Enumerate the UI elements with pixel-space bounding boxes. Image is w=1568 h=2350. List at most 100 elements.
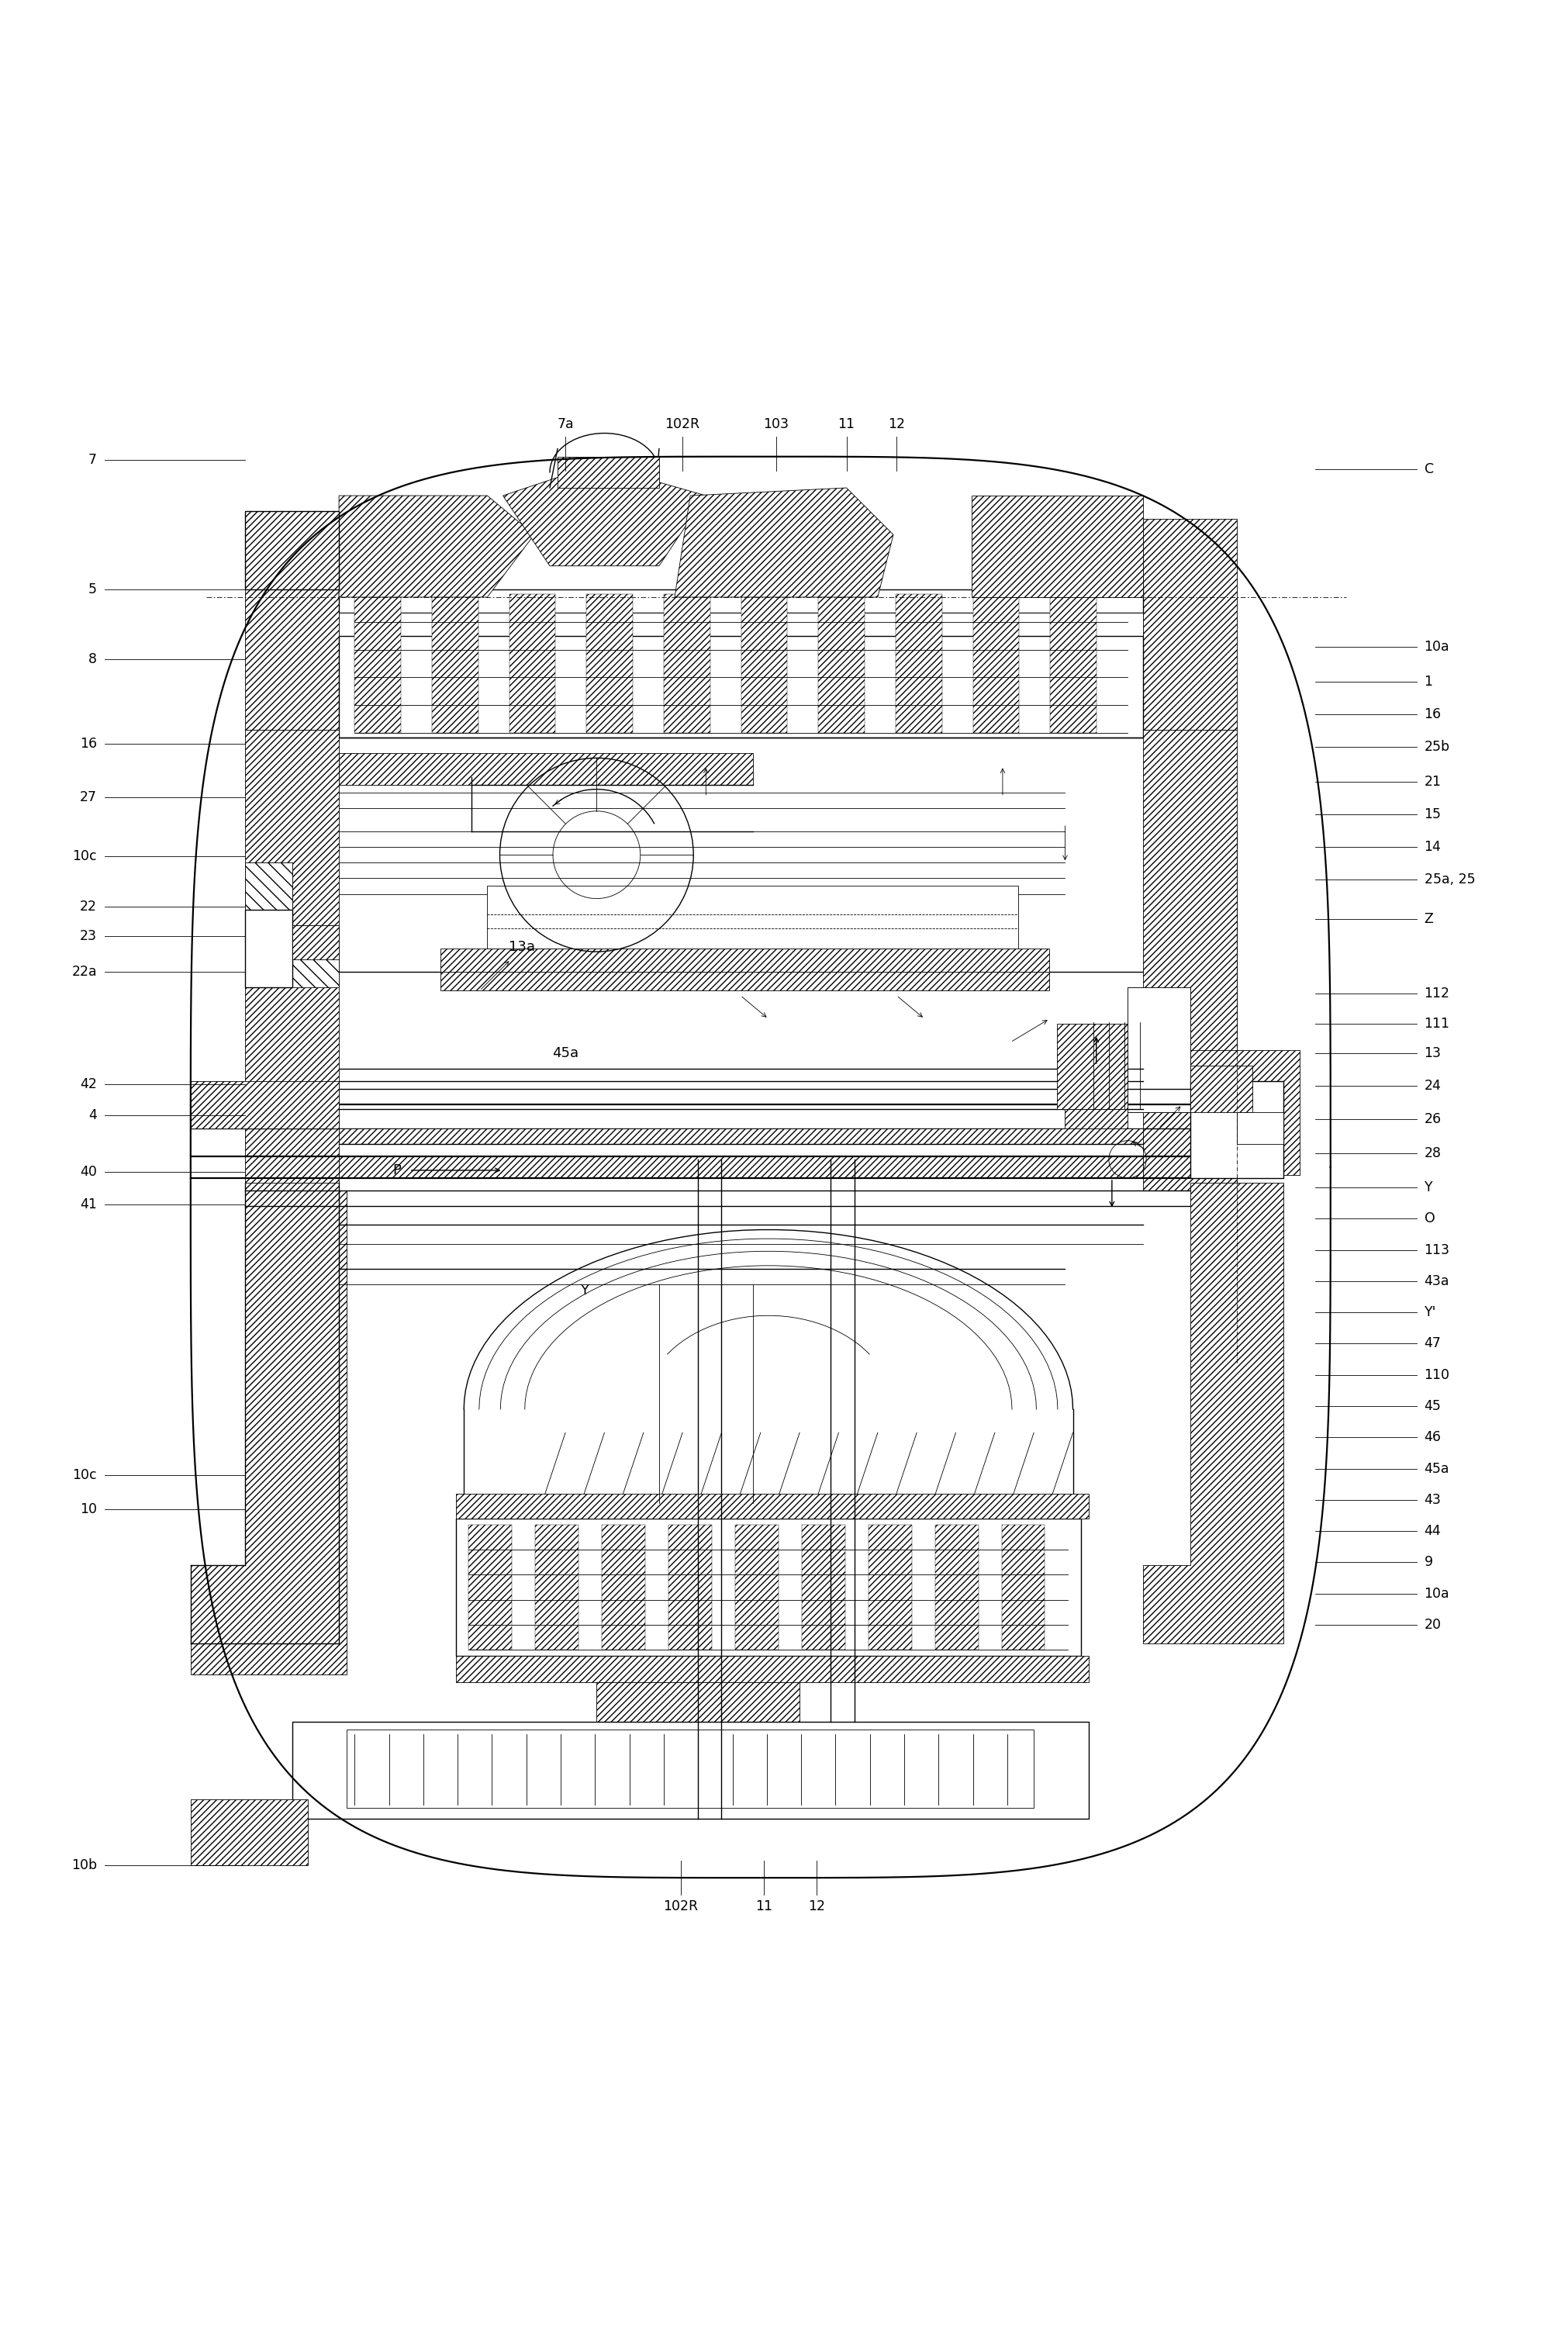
Polygon shape (339, 1128, 1143, 1144)
Polygon shape (972, 496, 1143, 597)
Text: 110: 110 (1424, 1368, 1450, 1382)
Text: 27: 27 (80, 790, 97, 804)
Text: 25b: 25b (1424, 740, 1450, 754)
Bar (602, 1525, 644, 1650)
Polygon shape (292, 1683, 1088, 1819)
Polygon shape (191, 1800, 307, 1866)
Bar (935, 1525, 978, 1650)
Bar (339, 590, 1143, 613)
Bar (1057, 1025, 1127, 1109)
Text: Y: Y (1424, 1180, 1433, 1194)
Text: 7a: 7a (557, 418, 574, 432)
Text: 44: 44 (1424, 1525, 1441, 1537)
Text: 12: 12 (808, 1899, 825, 1913)
Bar (1051, 595, 1096, 733)
Bar (801, 1525, 845, 1650)
Polygon shape (339, 496, 535, 597)
Bar (245, 512, 339, 590)
Text: 9: 9 (1424, 1556, 1433, 1570)
Bar (354, 595, 401, 733)
Bar (245, 909, 292, 987)
Text: 16: 16 (80, 738, 97, 752)
Text: 113: 113 (1424, 1243, 1450, 1257)
Text: 22: 22 (80, 900, 97, 914)
Bar (456, 1518, 1080, 1657)
Polygon shape (292, 926, 339, 959)
Polygon shape (245, 519, 339, 731)
Bar (1190, 1081, 1284, 1177)
Bar (1127, 987, 1190, 1112)
Text: 111: 111 (1424, 1018, 1450, 1032)
Bar (535, 1525, 579, 1650)
Bar (586, 595, 633, 733)
Text: 10a: 10a (1424, 639, 1449, 653)
Text: O: O (1424, 1213, 1435, 1227)
Text: Y: Y (580, 1283, 588, 1297)
Polygon shape (1127, 987, 1190, 1112)
Text: 15: 15 (1424, 808, 1441, 820)
Text: 8: 8 (88, 653, 97, 667)
Text: 12: 12 (887, 418, 905, 432)
Text: 47: 47 (1424, 1337, 1441, 1351)
Text: 102R: 102R (665, 418, 699, 432)
Text: 23: 23 (80, 928, 97, 942)
Bar (339, 613, 1143, 644)
Bar (488, 886, 1018, 949)
Bar (668, 1525, 712, 1650)
Text: 7: 7 (88, 454, 97, 468)
Polygon shape (456, 1657, 1088, 1683)
Text: 28: 28 (1424, 1147, 1441, 1161)
Text: 11: 11 (756, 1899, 771, 1913)
Text: 40: 40 (80, 1166, 97, 1180)
Text: 21: 21 (1424, 776, 1441, 787)
Polygon shape (191, 1191, 347, 1676)
Bar (974, 595, 1019, 733)
Text: 1: 1 (1424, 674, 1433, 689)
Polygon shape (191, 1081, 339, 1128)
Text: 25a, 25: 25a, 25 (1424, 872, 1475, 886)
Text: 43: 43 (1424, 1492, 1441, 1506)
Bar (1190, 1065, 1253, 1112)
Text: 24: 24 (1424, 1079, 1441, 1093)
Text: 13a: 13a (508, 940, 535, 954)
Polygon shape (191, 456, 1331, 1878)
Bar (469, 1525, 511, 1650)
Polygon shape (674, 489, 894, 597)
Text: 45: 45 (1424, 1398, 1441, 1412)
Text: 45a: 45a (552, 1046, 579, 1060)
Bar (292, 1723, 1088, 1819)
Text: 45a: 45a (1424, 1462, 1449, 1476)
Text: 10b: 10b (71, 1859, 97, 1873)
Bar (1002, 1525, 1044, 1650)
Polygon shape (1143, 1182, 1284, 1643)
Polygon shape (339, 1156, 1143, 1177)
Text: 42: 42 (80, 1076, 97, 1090)
Text: Z: Z (1424, 912, 1433, 926)
Text: P: P (392, 1163, 401, 1177)
Polygon shape (456, 1495, 1088, 1518)
Bar (735, 1525, 778, 1650)
Text: 10a: 10a (1424, 1586, 1449, 1600)
Text: 103: 103 (764, 418, 789, 432)
Bar (431, 595, 478, 733)
Bar (869, 1525, 911, 1650)
Text: 10c: 10c (72, 1469, 97, 1483)
Polygon shape (441, 949, 1049, 973)
Polygon shape (1190, 1050, 1300, 1175)
Text: 46: 46 (1424, 1431, 1441, 1445)
Text: C: C (1424, 463, 1433, 477)
Polygon shape (339, 754, 753, 785)
Bar (347, 1730, 1033, 1807)
Polygon shape (245, 862, 339, 973)
Text: 4: 4 (88, 1109, 97, 1123)
Bar (663, 595, 710, 733)
Bar (1065, 1109, 1127, 1128)
Text: 22a: 22a (72, 966, 97, 980)
Bar (339, 637, 1143, 738)
Bar (510, 595, 555, 733)
Text: 102R: 102R (663, 1899, 698, 1913)
Text: 13: 13 (1424, 1046, 1441, 1060)
Text: 41: 41 (80, 1198, 97, 1213)
Bar (895, 595, 942, 733)
Polygon shape (1143, 731, 1237, 1191)
